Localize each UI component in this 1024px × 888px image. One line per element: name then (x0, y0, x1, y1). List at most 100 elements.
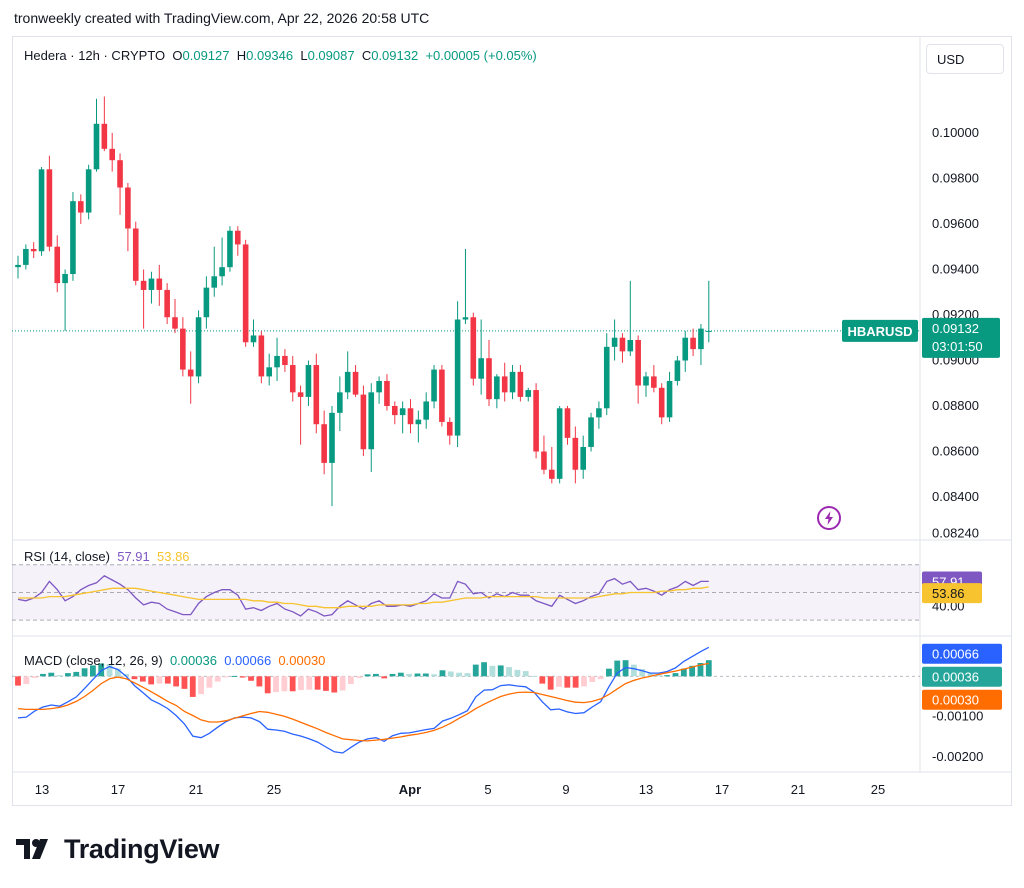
candle-body (588, 417, 594, 447)
candle-body (462, 317, 469, 320)
macd-histogram-bar (381, 676, 388, 679)
macd-histogram-bar (447, 671, 454, 677)
chart-canvas[interactable]: 0.082400.084000.086000.088000.090000.092… (12, 36, 1012, 806)
macd-histogram-bar (639, 669, 646, 677)
candle-body (501, 376, 508, 393)
time-axis-tick: 17 (111, 782, 125, 797)
candle-body (706, 330, 712, 332)
candle-body (611, 337, 618, 347)
candle-body (525, 390, 532, 397)
candle-body (30, 248, 37, 252)
macd-histogram-bar (689, 665, 696, 677)
macd-histogram-bar (697, 663, 704, 677)
price-axis-tick: 0.09400 (932, 261, 979, 276)
macd-line-value: 0.00066 (224, 653, 272, 668)
candle-body (132, 228, 139, 281)
candle-body (117, 160, 123, 188)
tradingview-logo-icon (16, 839, 48, 859)
rsi-name: RSI (14, close) (24, 549, 110, 564)
candle-body (242, 244, 249, 343)
candle-body (619, 337, 626, 352)
candle-body (164, 289, 170, 318)
candle-body (109, 148, 115, 161)
price-axis-tick: 0.08400 (932, 489, 979, 504)
macd-histogram-bar (489, 665, 496, 677)
candle-body (399, 408, 406, 416)
close-label: C (361, 48, 372, 63)
candle-body (250, 335, 257, 343)
candle-body (643, 376, 649, 386)
candle-body (337, 392, 343, 413)
tradingview-logo-text: TradingView (64, 833, 220, 864)
candle-body (211, 276, 218, 288)
price-axis-tick: 0.09600 (932, 216, 979, 231)
candle-body (407, 408, 414, 425)
rsi-legend: RSI (14, close) 57.91 53.86 (24, 549, 190, 564)
time-axis-tick: 5 (484, 782, 491, 797)
macd-signal-value: 0.00030 (278, 653, 326, 668)
candle-body (376, 380, 382, 393)
price-axis-tick: 0.09800 (932, 170, 979, 185)
candle-body (219, 267, 225, 277)
candle-body (172, 317, 178, 329)
price-legend: Hedera · 12h · CRYPTO O0.09127 H0.09346 … (24, 48, 537, 63)
macd-histogram-bar (655, 675, 662, 677)
rsi-ma-value: 53.86 (157, 549, 190, 564)
candle-body (329, 412, 335, 463)
macd-histogram-bar (90, 665, 96, 677)
candle-body (148, 278, 155, 290)
macd-line-badge (922, 643, 1002, 664)
rsi-series-rsi (17, 575, 709, 617)
macd-histogram-bar (56, 675, 63, 677)
macd-histogram-bar (331, 676, 338, 693)
macd-histogram-bar (48, 672, 55, 677)
candle-body (454, 319, 461, 436)
candle-body (666, 380, 673, 418)
macd-name: MACD (close, 12, 26, 9) (24, 653, 163, 668)
candle-body (446, 421, 453, 436)
currency-button[interactable]: USD (926, 44, 1004, 74)
macd-histogram-bar (572, 676, 579, 688)
macd-histogram-bar (680, 668, 687, 677)
candle-body (478, 358, 484, 379)
macd-histogram-bar (439, 670, 446, 677)
macd-axis-tick: -0.00100 (932, 709, 983, 724)
candle-body (15, 264, 21, 268)
macd-histogram-bar (73, 671, 80, 677)
candle-body (195, 317, 202, 377)
price-axis-tick: 0.10000 (932, 125, 979, 140)
candle-body (431, 369, 437, 402)
candle-body (564, 408, 571, 438)
candle-body (156, 278, 163, 290)
tradingview-logo[interactable]: TradingView (16, 832, 220, 866)
candle-body (651, 376, 657, 388)
macd-legend: MACD (close, 12, 26, 9) 0.00036 0.00066 … (24, 653, 325, 668)
time-axis-tick: 25 (267, 782, 281, 797)
macd-histogram-bar (65, 673, 71, 677)
macd-histogram-bar (314, 676, 321, 690)
candle-body (556, 408, 563, 479)
candle-body (698, 328, 704, 350)
open-value: 0.09127 (182, 48, 230, 63)
close-value: 0.09132 (371, 48, 419, 63)
candle-body (203, 287, 210, 318)
candle-body (360, 394, 367, 450)
candle-body (415, 419, 422, 425)
macd-hist-value: 0.00036 (169, 653, 217, 668)
macd-histogram-bar (23, 676, 30, 685)
candle-body (93, 123, 100, 170)
low-value: 0.09087 (307, 48, 355, 63)
countdown-label: 03:01:50 (932, 339, 983, 354)
candle-body (227, 230, 233, 268)
macd-histogram-bar (481, 662, 487, 677)
macd-histogram-bar (630, 664, 637, 677)
macd-histogram-bar (406, 673, 413, 677)
macd-histogram-bar (597, 676, 604, 680)
macd-histogram-bar (131, 676, 138, 680)
macd-histogram-bar (581, 676, 587, 687)
macd-histogram-bar (547, 676, 554, 690)
lightning-icon[interactable] (816, 505, 842, 531)
macd-histogram-bar (15, 676, 21, 686)
macd-signal-badge (922, 689, 1002, 710)
macd-histogram-bar (189, 676, 196, 697)
